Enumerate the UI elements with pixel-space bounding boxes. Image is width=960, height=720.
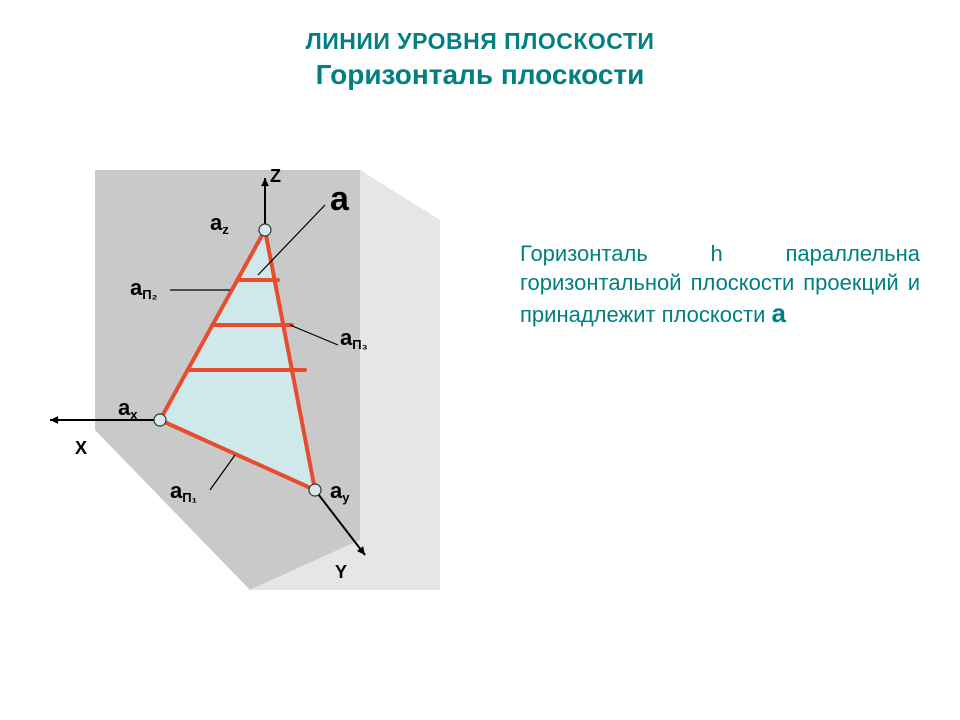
label-ay: ay bbox=[330, 478, 349, 505]
label-ap2: aП₂ bbox=[130, 275, 157, 302]
axis-label-x: X bbox=[75, 438, 87, 459]
title-block: ЛИНИИ УРОВНЯ ПЛОСКОСТИ Горизонталь плоск… bbox=[0, 0, 960, 91]
description-alpha: a bbox=[772, 298, 786, 328]
axis-label-y: Y bbox=[335, 562, 347, 583]
label-az: az bbox=[210, 210, 229, 237]
label-alpha: a bbox=[330, 180, 349, 219]
title-line1: ЛИНИИ УРОВНЯ ПЛОСКОСТИ bbox=[0, 28, 960, 55]
diagram-svg bbox=[40, 170, 480, 610]
title-line2: Горизонталь плоскости bbox=[0, 59, 960, 91]
diagram: a az aП₂ aП₃ ax aП₁ ay X Y Z bbox=[40, 170, 480, 610]
description-text: Горизонталь h парал­лельна горизонтально… bbox=[520, 241, 920, 327]
axis-label-z: Z bbox=[270, 166, 281, 187]
label-ax: ax bbox=[118, 395, 137, 422]
description-paragraph: Горизонталь h парал­лельна горизонтально… bbox=[520, 240, 920, 331]
label-ap1: aП₁ bbox=[170, 478, 197, 505]
label-ap3: aП₃ bbox=[340, 325, 368, 352]
